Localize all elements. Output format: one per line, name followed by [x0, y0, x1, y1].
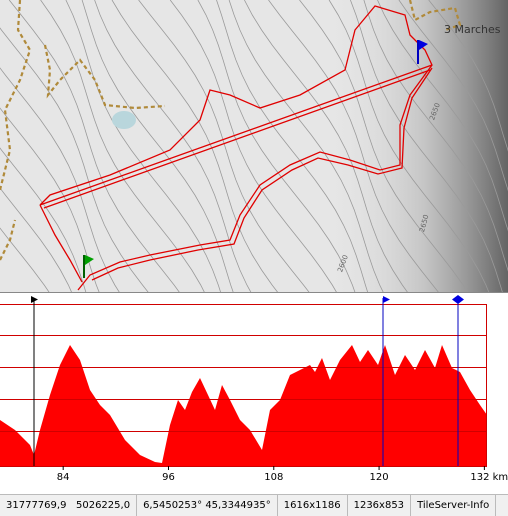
contour-line	[363, 0, 508, 272]
pond	[112, 111, 136, 129]
x-tick-label: 96	[162, 472, 175, 483]
contour-line	[0, 27, 149, 292]
geographic-coords: 6,5450253° 45,3344935°	[137, 495, 278, 516]
size: 1236x853	[348, 495, 412, 516]
start-flag[interactable]	[83, 255, 94, 278]
contour-line	[244, 0, 408, 292]
contour-line	[398, 0, 508, 192]
gps-track	[39, 5, 433, 291]
contour-line	[0, 107, 100, 292]
contour-line	[81, 0, 234, 292]
x-tick-label: 108	[264, 472, 283, 483]
x-tick-label: 120	[370, 472, 389, 483]
contour-line	[8, 0, 180, 292]
x-tick-label: 84	[57, 472, 70, 483]
hill-shade	[320, 0, 508, 292]
contour-line	[350, 0, 503, 292]
contour-line	[111, 0, 278, 292]
map[interactable]: 3 Marches 2650 2650 2600	[0, 0, 508, 300]
marker-diamond[interactable]	[452, 295, 464, 304]
contour-line	[197, 0, 356, 292]
trails	[0, 0, 462, 261]
contour-line	[0, 147, 87, 292]
tileserver-button[interactable]: TileServer-Info	[411, 495, 497, 516]
marker-flag[interactable]	[383, 296, 390, 303]
contour-line	[216, 0, 369, 292]
contour-line	[94, 0, 252, 292]
cursor-marker[interactable]	[31, 296, 38, 303]
end-flag[interactable]	[417, 40, 428, 64]
contour-line	[0, 227, 50, 292]
contour-line	[0, 67, 120, 292]
size: 1616x1186	[278, 495, 348, 516]
contour-line	[65, 0, 221, 292]
contour-line	[0, 187, 72, 292]
contour-line	[169, 0, 337, 292]
contour-lines	[0, 0, 508, 292]
main-view: 3 Marches 2650 2650 2600 84 96 108 120 132 k…	[0, 0, 508, 494]
contour-line	[228, 0, 384, 292]
status-bar: 31777769,9 5026225,0 6,5450253° 45,33449…	[0, 494, 508, 516]
projected-coords: 31777769,9 5026225,0	[0, 495, 138, 516]
contour-line	[328, 0, 490, 292]
contour-line	[299, 0, 469, 292]
contour-line	[138, 0, 310, 292]
elevation-profile[interactable]: 84 96 108 120 132 km	[0, 292, 508, 494]
place-label: 3 Marches	[444, 23, 501, 36]
contour-line	[377, 0, 508, 232]
contour-line	[268, 0, 439, 292]
x-tick-label: 132 km	[470, 472, 508, 483]
elevation-area	[0, 345, 487, 466]
profile-grid	[0, 304, 487, 467]
